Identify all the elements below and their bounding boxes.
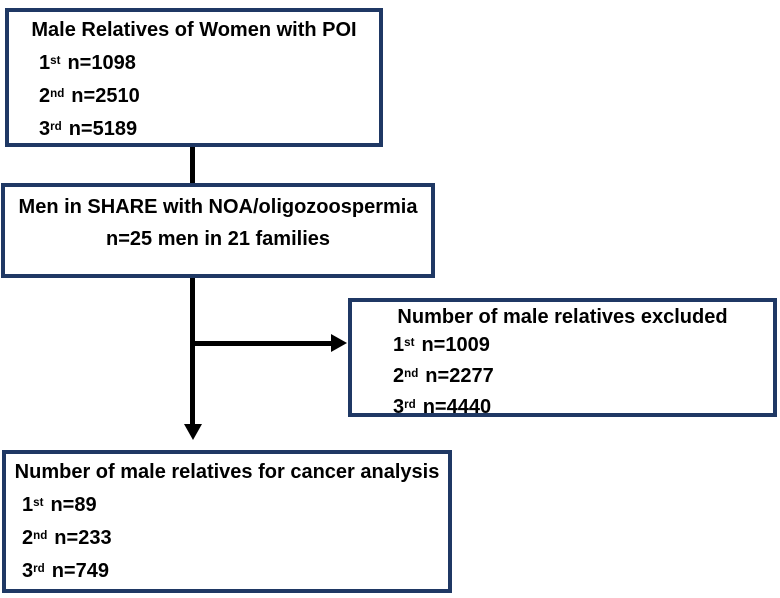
stat-value: n=89 [50, 494, 97, 516]
arrow-right-icon [331, 334, 347, 352]
box-men-share-noa: Men in SHARE with NOA/oligozoospermia n=… [1, 183, 435, 278]
stat-value: n=1098 [67, 52, 136, 74]
stat-value: n=233 [54, 527, 112, 549]
connector-line-down [190, 278, 195, 425]
ordinal-suffix: rd [33, 561, 45, 575]
ordinal-suffix: st [404, 335, 415, 349]
box-relatives-excluded: Number of male relatives excluded 1st n=1… [348, 298, 777, 418]
ordinal-base: 1 [39, 52, 51, 74]
stat-line-1st: 1st n=89 [22, 490, 448, 523]
connector-branch-line [190, 341, 331, 346]
connector-line-top [190, 147, 195, 183]
ordinal-suffix: st [33, 495, 44, 509]
box-male-relatives-poi: Male Relatives of Women with POI 1st n=10… [5, 8, 383, 147]
stat-value: n=5189 [68, 118, 138, 140]
stat-list: 1st n=89 2nd n=233 3rd n=749 [6, 490, 448, 589]
stat-value: n=2510 [71, 85, 140, 107]
box-title: Number of male relatives excluded [397, 306, 728, 328]
stat-line-3rd: 3rd n=4440 [393, 393, 765, 424]
box-subtitle: n=25 men in 21 families [106, 228, 330, 250]
stat-line-3rd: 3rd n=749 [22, 556, 448, 589]
stat-line-2nd: 2nd n=2277 [393, 362, 765, 393]
box-cancer-analysis: Number of male relatives for cancer anal… [2, 450, 452, 593]
stat-line-1st: 1st n=1009 [393, 331, 765, 362]
ordinal-suffix: nd [404, 366, 419, 380]
stat-line-2nd: 2nd n=233 [22, 523, 448, 556]
stat-value: n=4440 [422, 396, 492, 418]
ordinal-base: 3 [22, 560, 34, 582]
stat-line-1st: 1st n=1098 [39, 48, 371, 81]
ordinal-base: 1 [22, 494, 34, 516]
ordinal-suffix: nd [50, 86, 65, 100]
box-title: Number of male relatives for cancer anal… [14, 461, 440, 483]
ordinal-suffix: nd [33, 528, 48, 542]
ordinal-base: 3 [393, 396, 405, 418]
stat-value: n=2277 [425, 365, 494, 387]
stat-list: 1st n=1009 2nd n=2277 3rd n=4440 [360, 331, 765, 424]
ordinal-base: 3 [39, 118, 51, 140]
box-title: Male Relatives of Women with POI [31, 19, 357, 41]
ordinal-base: 2 [22, 527, 34, 549]
box-title: Men in SHARE with NOA/oligozoospermia [18, 196, 418, 218]
ordinal-base: 2 [393, 365, 405, 387]
ordinal-base: 1 [393, 334, 405, 356]
stat-value: n=1009 [421, 334, 490, 356]
ordinal-suffix: rd [50, 119, 62, 133]
arrow-down-icon [184, 424, 202, 440]
ordinal-suffix: st [50, 53, 61, 67]
stat-line-3rd: 3rd n=5189 [39, 114, 371, 147]
ordinal-base: 2 [39, 85, 51, 107]
stat-value: n=749 [51, 560, 109, 582]
stat-line-2nd: 2nd n=2510 [39, 81, 371, 114]
ordinal-suffix: rd [404, 397, 416, 411]
stat-list: 1st n=1098 2nd n=2510 3rd n=5189 [17, 48, 371, 147]
